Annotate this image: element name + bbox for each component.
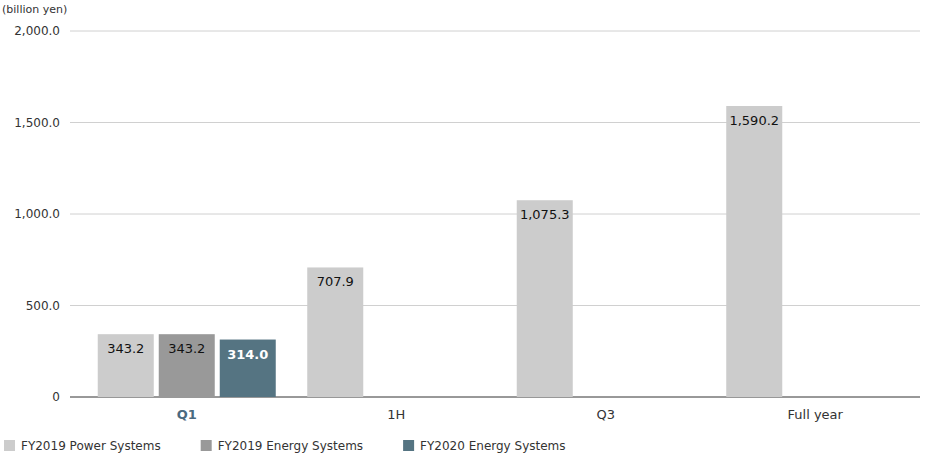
y-tick-label: 0 <box>52 390 60 404</box>
y-tick-label: 1,500.0 <box>14 116 60 130</box>
legend-label: FY2020 Energy Systems <box>420 439 565 453</box>
bars <box>98 106 783 397</box>
y-tick-label: 500.0 <box>26 299 60 313</box>
bar <box>159 334 215 397</box>
grid-line <box>70 122 920 123</box>
data-label: 343.2 <box>168 341 205 356</box>
x-tick-label: Q3 <box>596 407 615 422</box>
x-tick-label: Q1 <box>177 407 197 422</box>
bar <box>307 267 363 397</box>
data-label: 707.9 <box>317 274 354 289</box>
y-axis-extent <box>70 31 71 397</box>
legend-swatch <box>201 440 212 451</box>
data-label: 314.0 <box>227 347 268 362</box>
y-axis-label: (billion yen) <box>2 3 67 16</box>
data-label: 1,590.2 <box>729 113 779 128</box>
bar <box>726 106 782 397</box>
bar <box>98 334 154 397</box>
legend-swatch <box>4 440 15 451</box>
x-tick-label: 1H <box>387 407 405 422</box>
grid-line <box>70 214 920 215</box>
grid-line <box>70 31 920 32</box>
grid-line <box>70 305 920 306</box>
legend-swatch <box>403 440 414 451</box>
y-tick-label: 2,000.0 <box>14 24 60 38</box>
y-tick-label: 1,000.0 <box>14 207 60 221</box>
bar <box>220 340 276 397</box>
data-label: 343.2 <box>107 341 144 356</box>
legend-label: FY2019 Energy Systems <box>218 439 363 453</box>
legend-label: FY2019 Power Systems <box>21 439 161 453</box>
bar <box>517 200 573 397</box>
data-label: 1,075.3 <box>520 207 570 222</box>
x-tick-label: Full year <box>788 407 844 422</box>
